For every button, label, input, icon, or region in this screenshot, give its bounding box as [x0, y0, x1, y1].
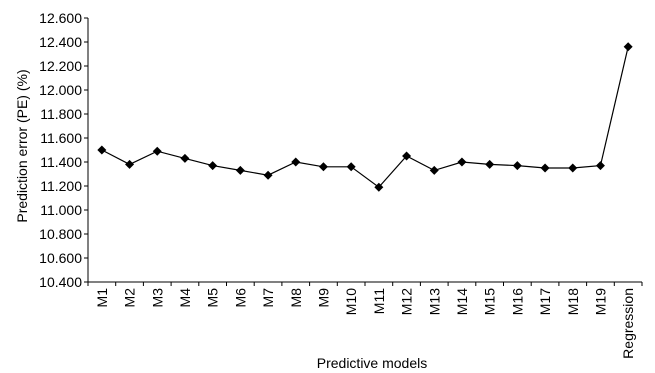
- y-tick-label: 11.200: [40, 178, 82, 194]
- series-line: [101, 46, 629, 189]
- data-point-marker: [291, 157, 301, 167]
- y-tick-label: 11.400: [40, 154, 82, 170]
- x-tick-label: Regression: [620, 288, 636, 359]
- x-ticks: M1 M2 M3 M4 M5 M6 M7 M8 M9 M10 M11 M12 M13 M14 M15 M16 M…: [87, 282, 643, 359]
- x-tick-label: M4: [177, 288, 193, 308]
- data-point-marker: [540, 163, 550, 173]
- data-point-marker: [402, 151, 412, 161]
- plot-area: 10.400 10.600 10.800 11.000 11.200 11.400 11.6…: [39, 10, 643, 359]
- x-tick-label: M18: [565, 288, 581, 315]
- y-tick-label: 12.000: [39, 82, 82, 98]
- y-tick-label: 12.400: [39, 34, 82, 50]
- data-points: [97, 42, 633, 192]
- x-tick-label: M5: [205, 288, 221, 308]
- x-tick-label: M17: [537, 288, 553, 315]
- data-point-marker: [485, 159, 495, 169]
- x-tick-label: M10: [343, 288, 359, 315]
- y-tick-label: 11.600: [40, 130, 82, 146]
- x-tick-label: M12: [399, 288, 415, 315]
- x-tick-label: M11: [371, 288, 387, 314]
- data-point-marker: [125, 159, 135, 169]
- data-point-marker: [263, 170, 273, 180]
- y-tick-label: 10.400: [39, 274, 82, 290]
- x-axis-title: Predictive models: [317, 355, 428, 371]
- data-point-marker: [623, 42, 633, 52]
- x-tick-label: M14: [454, 288, 470, 315]
- data-point-marker: [595, 161, 605, 171]
- x-tick-label: M13: [426, 288, 442, 315]
- data-point-marker: [346, 162, 356, 172]
- x-tick-label: M9: [315, 288, 331, 308]
- x-tick-label: M7: [260, 288, 276, 308]
- data-point-marker: [180, 153, 190, 163]
- x-tick-label: M3: [149, 288, 165, 308]
- x-tick-label: M8: [288, 288, 304, 308]
- data-point-marker: [318, 162, 328, 172]
- data-point-marker: [208, 161, 218, 171]
- data-point-marker: [152, 146, 162, 156]
- y-tick-label: 11.800: [40, 106, 82, 122]
- y-tick-label: 10.600: [39, 250, 82, 266]
- x-tick-label: M16: [509, 288, 525, 315]
- x-tick-label: M6: [232, 288, 248, 308]
- data-point-marker: [97, 145, 107, 155]
- y-tick-label: 11.000: [40, 202, 82, 218]
- y-axis-title: Prediction error (PE) (%): [14, 69, 30, 222]
- y-tick-label: 12.600: [39, 10, 82, 26]
- data-point-marker: [429, 165, 439, 175]
- x-tick-label: M2: [122, 288, 138, 308]
- y-ticks: 10.400 10.600 10.800 11.000 11.200 11.400 11.6…: [39, 10, 88, 290]
- x-tick-label: M15: [482, 288, 498, 315]
- y-tick-label: 10.800: [39, 226, 82, 242]
- data-point-marker: [457, 157, 467, 167]
- x-tick-label: M19: [592, 288, 608, 315]
- data-point-marker: [374, 182, 384, 192]
- data-point-marker: [568, 163, 578, 173]
- x-tick-label: M1: [94, 288, 110, 308]
- y-tick-label: 12.200: [39, 58, 82, 74]
- data-point-marker: [512, 161, 522, 171]
- data-point-marker: [235, 165, 245, 175]
